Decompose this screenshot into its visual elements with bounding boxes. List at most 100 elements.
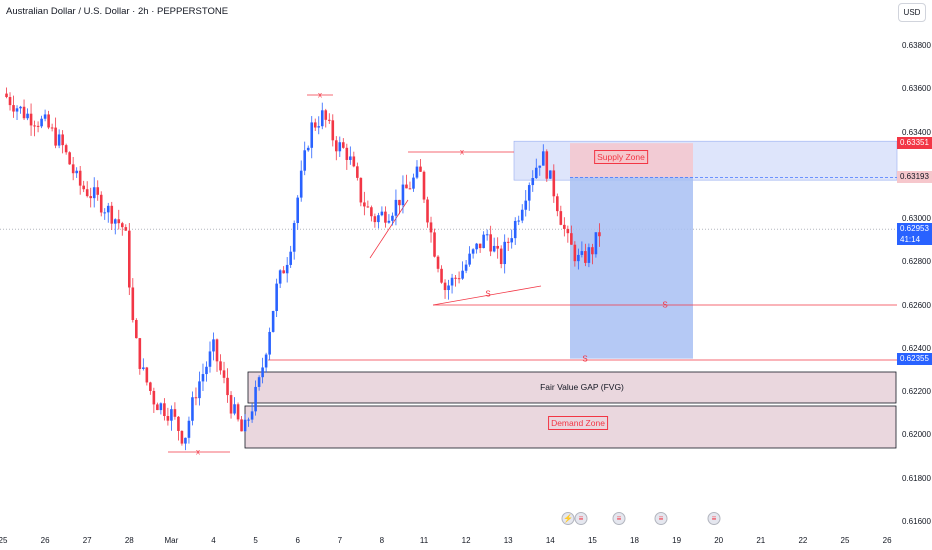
candle: [563, 224, 566, 229]
zones: [244, 140, 898, 449]
candle: [47, 114, 50, 128]
candle: [303, 150, 307, 171]
time-tick: 26: [882, 536, 892, 545]
us-flag-icon[interactable]: ≡: [612, 512, 626, 525]
last-price-label: 0.62953 41:14: [897, 223, 932, 245]
candle: [89, 196, 93, 199]
swing-low-mark: x: [196, 447, 200, 457]
price-tick: 0.62000: [902, 430, 931, 440]
time-tick: 22: [798, 536, 808, 545]
candle: [580, 251, 584, 255]
candle: [54, 127, 57, 146]
candle: [384, 211, 387, 223]
candle: [538, 165, 542, 168]
currency-button[interactable]: USD: [898, 3, 926, 22]
candle: [22, 106, 26, 119]
candle: [408, 188, 412, 190]
event-icon[interactable]: ⚡: [561, 512, 575, 525]
demand-zone-label[interactable]: Demand Zone: [548, 416, 608, 430]
candle: [212, 339, 215, 352]
candle: [503, 241, 506, 265]
price-tick: 0.61600: [902, 517, 931, 526]
time-tick: 7: [337, 536, 343, 545]
candle: [299, 170, 303, 198]
swing-high-mark-2: x: [460, 147, 464, 157]
candle: [499, 248, 503, 265]
candle: [471, 249, 475, 254]
candle: [96, 187, 100, 195]
candle: [173, 409, 177, 417]
candle: [419, 166, 422, 172]
supply-zone-label[interactable]: Supply Zone: [594, 150, 648, 164]
candle: [275, 283, 278, 312]
candle: [475, 243, 478, 250]
candle: [40, 118, 43, 127]
candle: [261, 367, 264, 378]
time-tick: 12: [461, 536, 471, 545]
candle: [520, 209, 524, 221]
candle: [229, 395, 233, 414]
candle: [163, 403, 166, 417]
us-flag-icon[interactable]: ≡: [574, 512, 588, 525]
candle: [296, 197, 299, 224]
drawings: [168, 94, 897, 453]
symbol-title[interactable]: Australian Dollar / U.S. Dollar · 2h · P…: [6, 6, 229, 17]
candle: [271, 311, 275, 332]
us-flag-icon[interactable]: ≡: [707, 512, 721, 525]
price-tick: 0.61800: [902, 473, 931, 483]
candle: [454, 277, 457, 279]
candle: [524, 200, 528, 210]
candle: [506, 241, 510, 243]
candle: [478, 243, 482, 249]
candle: [489, 234, 492, 252]
price-tick: 0.62400: [902, 343, 931, 353]
candle: [338, 142, 342, 152]
candle: [142, 367, 145, 369]
candle: [359, 177, 363, 203]
time-tick: 21: [756, 536, 766, 545]
candle: [366, 206, 370, 208]
candle: [387, 220, 391, 223]
candle: [545, 151, 549, 179]
candle: [187, 420, 191, 438]
candle: [135, 320, 138, 339]
candle: [240, 419, 243, 432]
candle: [254, 386, 257, 412]
candle: [391, 215, 394, 221]
candle: [482, 234, 485, 249]
candle: [247, 419, 250, 421]
candle: [145, 367, 149, 383]
candle: [594, 232, 598, 255]
candle: [584, 251, 587, 263]
candle: [92, 187, 96, 199]
candle: [591, 247, 594, 255]
fvg-label[interactable]: Fair Value GAP (FVG): [540, 382, 624, 392]
target-level-mark: S: [582, 354, 588, 364]
candle: [513, 220, 517, 239]
candle: [352, 156, 356, 167]
candle: [331, 120, 335, 141]
candle: [464, 264, 468, 271]
candle: [527, 185, 531, 201]
price-tick: 0.63400: [902, 127, 931, 137]
candle: [68, 152, 71, 165]
candle: [166, 416, 170, 421]
candle: [334, 140, 338, 152]
candle: [510, 238, 514, 243]
candle: [149, 382, 152, 391]
candle: [257, 377, 261, 387]
us-flag-icon[interactable]: ≡: [654, 512, 668, 525]
time-tick: 20: [714, 536, 724, 545]
candle: [43, 114, 47, 119]
candle: [380, 211, 384, 216]
candle: [345, 147, 349, 160]
price-tick: 0.62800: [902, 257, 931, 267]
time-tick: 11: [419, 536, 429, 545]
candle: [78, 170, 82, 186]
candle: [573, 244, 577, 262]
candle: [327, 119, 331, 121]
entry-price-label: 0.63193: [897, 171, 932, 183]
candle: [50, 127, 54, 129]
candle: [440, 268, 443, 283]
